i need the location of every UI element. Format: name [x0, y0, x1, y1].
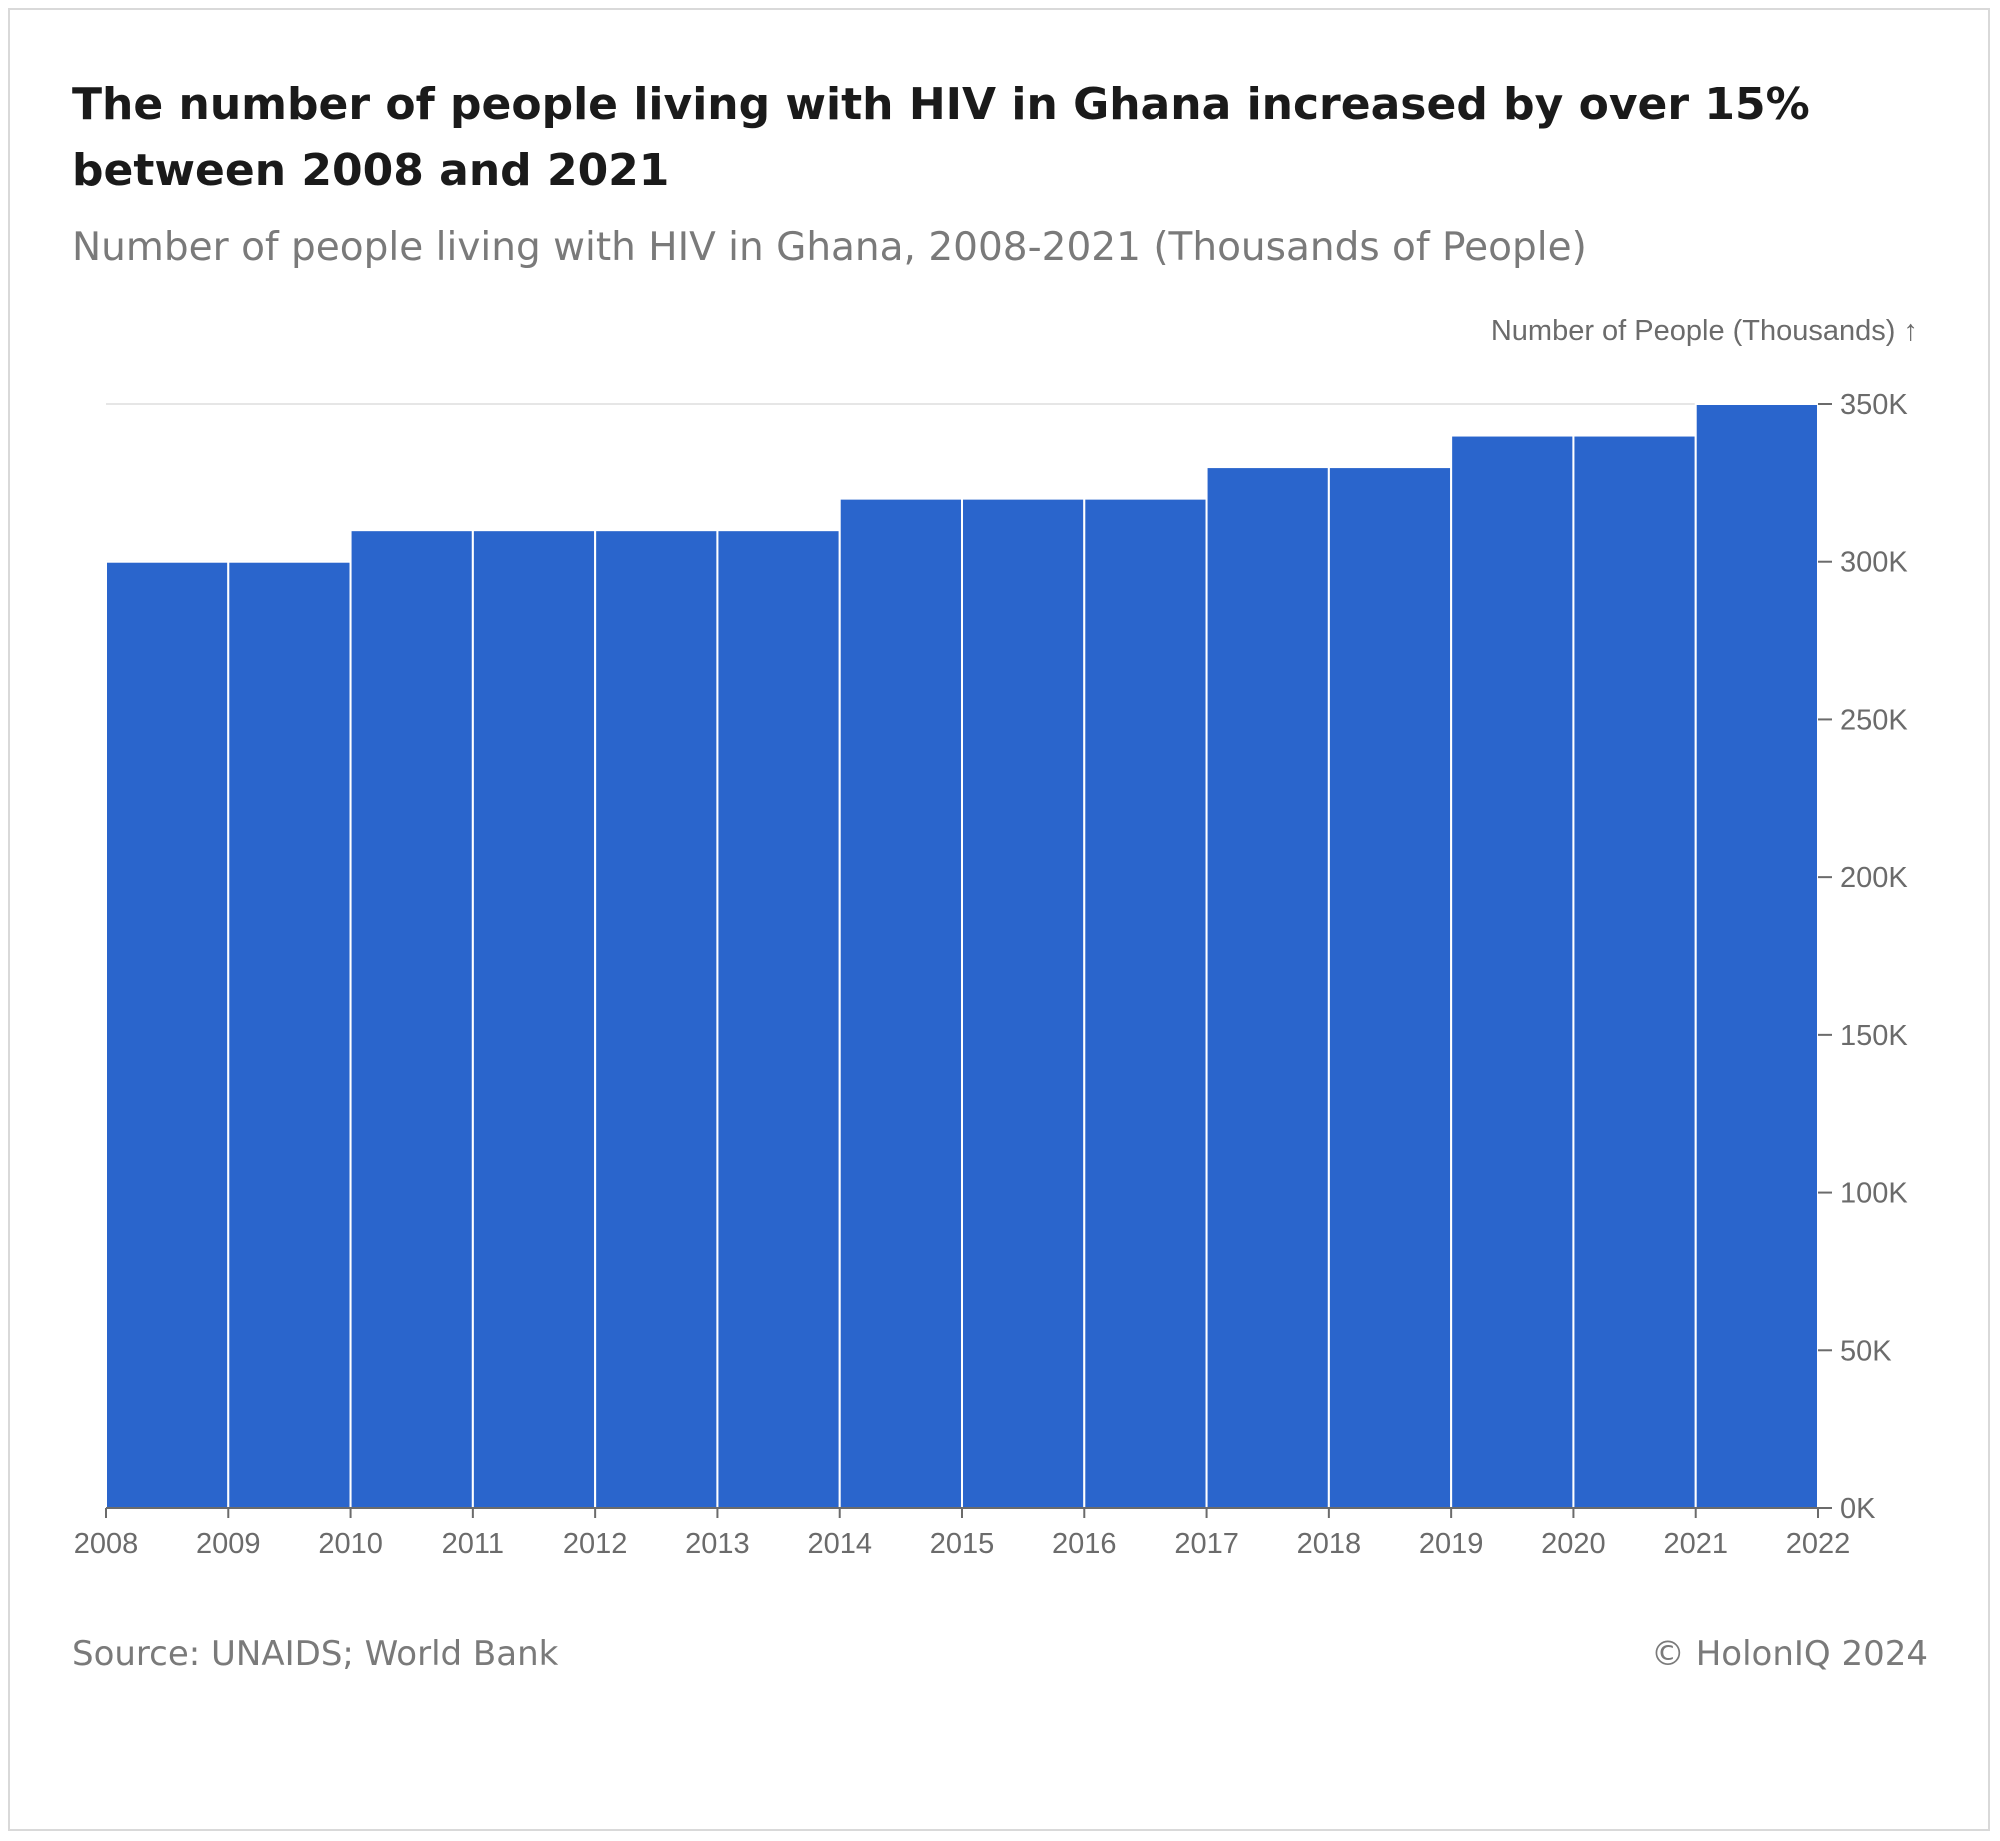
bar-2020	[1572, 434, 1697, 1509]
x-tick-label-2013: 2013	[685, 1528, 750, 1560]
chart-subtitle: Number of people living with HIV in Ghan…	[72, 225, 1587, 270]
x-tick-label-2012: 2012	[563, 1528, 628, 1560]
bar-2016	[1083, 497, 1208, 1509]
bar-2011	[471, 529, 597, 1509]
x-tick-label-2017: 2017	[1174, 1528, 1239, 1560]
y-tick-label-150K: 150K	[1840, 1020, 1908, 1052]
bar-2014	[838, 497, 964, 1509]
bar-2008	[105, 560, 230, 1509]
x-tick-label-2021: 2021	[1663, 1528, 1728, 1560]
bar-2015	[961, 497, 1086, 1509]
source-note: Source: UNAIDS; World Bank	[72, 1634, 559, 1674]
x-tick-label-2019: 2019	[1419, 1528, 1484, 1560]
bar-2019	[1450, 434, 1575, 1509]
bar-2012	[594, 529, 719, 1509]
bar-2017	[1205, 466, 1330, 1510]
x-tick-label-2011: 2011	[442, 1528, 504, 1560]
bar-2018	[1327, 466, 1453, 1510]
x-tick-label-2020: 2020	[1541, 1528, 1606, 1560]
x-tick-label-2016: 2016	[1052, 1528, 1117, 1560]
chart-title: The number of people living with HIV in …	[72, 79, 1810, 196]
bar-2009	[227, 560, 352, 1509]
bar-2010	[349, 529, 474, 1509]
y-tick-label-300K: 300K	[1840, 547, 1908, 579]
x-tick-label-2022: 2022	[1786, 1528, 1851, 1560]
y-tick-label-250K: 250K	[1840, 704, 1908, 736]
x-tick-label-2009: 2009	[196, 1528, 261, 1560]
x-tick-label-2014: 2014	[807, 1528, 872, 1560]
x-tick-label-2015: 2015	[930, 1528, 995, 1560]
y-tick-label-50K: 50K	[1840, 1335, 1892, 1367]
bar-2021	[1694, 403, 1819, 1509]
y-axis-label: Number of People (Thousands) ↑	[1491, 315, 1918, 347]
x-tick-label-2018: 2018	[1297, 1528, 1362, 1560]
y-tick-label-100K: 100K	[1840, 1178, 1908, 1210]
y-tick-label-350K: 350K	[1840, 389, 1908, 421]
bars	[105, 403, 1819, 1510]
y-tick-label-0K: 0K	[1840, 1493, 1876, 1525]
axes: 2008 2009 2010 2011 2012 2013 2014 2015 2016 2017…	[74, 389, 1909, 1560]
x-tick-label-2010: 2010	[318, 1528, 383, 1560]
copyright-note: © HolonIQ 2024	[1650, 1634, 1928, 1674]
y-tick-label-200K: 200K	[1840, 862, 1908, 894]
x-tick-label-2008: 2008	[74, 1528, 139, 1560]
bar-2013	[716, 529, 841, 1509]
